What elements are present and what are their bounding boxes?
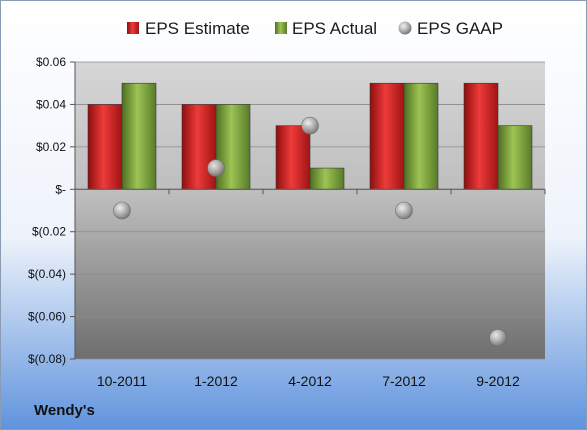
y-tick-label: $0.06 <box>36 55 66 69</box>
x-category-label: 4-2012 <box>288 373 332 389</box>
bar-eps-estimate <box>463 82 499 190</box>
marker-eps-gaap <box>113 201 131 220</box>
marker-eps-gaap <box>395 201 413 220</box>
legend: EPS Estimate EPS Actual EPS GAAP <box>127 19 503 38</box>
y-axis: $0.06 $0.04 $0.02 $- $(0.02 $(0.04) $(0.06) $(0… <box>28 55 76 366</box>
bar-eps-estimate <box>369 82 405 190</box>
x-category-label: 7-2012 <box>382 373 426 389</box>
x-category-label: 9-2012 <box>476 373 520 389</box>
bars <box>87 82 533 190</box>
legend-label-eps-gaap: EPS GAAP <box>417 19 503 38</box>
bar-eps-actual <box>121 82 157 190</box>
bar-eps-estimate <box>181 104 217 190</box>
bar-eps-estimate <box>275 125 311 190</box>
y-tick-label: $(0.06) <box>28 310 66 324</box>
x-axis: 10-2011 1-2012 4-2012 7-2012 9-2012 <box>75 188 546 389</box>
legend-label-eps-actual: EPS Actual <box>292 19 377 38</box>
y-tick-label: $0.02 <box>36 140 66 154</box>
bar-eps-actual <box>309 167 345 190</box>
y-tick-label: $(0.04) <box>28 267 66 281</box>
x-category-label: 1-2012 <box>194 373 238 389</box>
bar-eps-estimate <box>87 104 123 190</box>
marker-eps-gaap <box>301 116 319 135</box>
y-tick-label: $0.04 <box>36 97 66 111</box>
bar-eps-actual <box>497 125 533 190</box>
y-tick-label: $- <box>55 182 66 196</box>
legend-swatch-eps-actual <box>275 22 287 34</box>
bar-eps-actual <box>403 82 439 190</box>
gaap-markers <box>113 116 507 347</box>
y-tick-label: $(0.02 <box>32 225 66 239</box>
company-name: Wendy's <box>34 402 95 419</box>
marker-eps-gaap <box>489 328 507 347</box>
bar-eps-actual <box>215 104 251 190</box>
marker-eps-gaap <box>207 159 225 177</box>
legend-label-eps-estimate: EPS Estimate <box>145 19 250 38</box>
x-category-label: 10-2011 <box>97 373 148 389</box>
legend-swatch-eps-estimate <box>127 22 139 34</box>
y-tick-label: $(0.08) <box>28 352 66 366</box>
legend-swatch-eps-gaap <box>398 21 412 35</box>
